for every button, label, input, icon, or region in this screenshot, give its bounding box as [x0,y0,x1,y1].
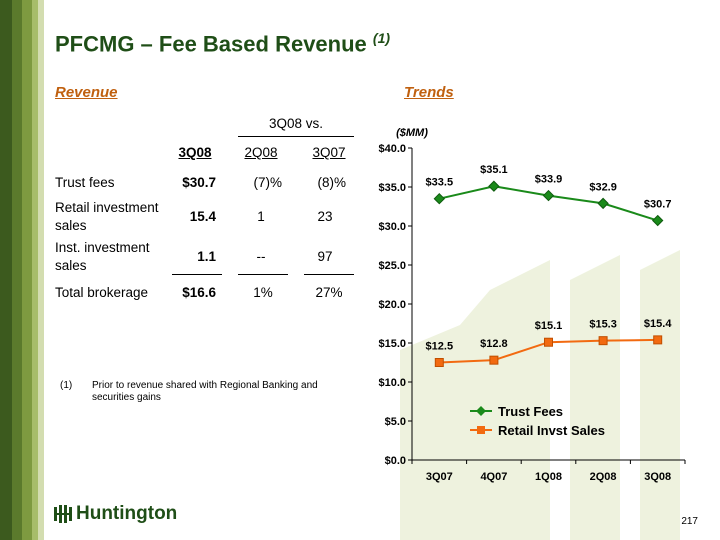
col-header-3q07: 3Q07 [312,145,346,160]
cell-inst-3q08: 1.1 [197,249,216,264]
title-text: PFCMG – Fee Based Revenue [55,31,367,57]
page-number: 217 [681,516,698,527]
total-rule-3q08 [172,274,222,275]
data-label: $12.5 [426,341,454,353]
revenue-heading: Revenue [55,84,118,101]
cell-total-vs-3q07: 27% [315,285,343,300]
trends-heading: Trends [404,84,454,101]
row-label-total-brokerage: Total brokerage [55,285,149,300]
trust-fees-point [542,189,555,202]
retail-invst-point [434,358,444,367]
legend-label: Retail Invst Sales [498,423,605,438]
data-label: $35.1 [480,164,508,176]
data-label: $30.7 [644,199,672,211]
y-tick-label: $0.0 [385,455,406,467]
data-label: $15.3 [589,319,617,331]
retail-invst-point [489,355,499,365]
x-tick-label: 4Q07 [480,471,507,483]
cell-retail-3q08: 15.4 [189,209,216,224]
group-header-rule [238,136,354,137]
y-tick-label: $30.0 [378,221,406,233]
row-label-inst-1: Inst. investment [55,240,150,255]
data-label: $15.1 [535,320,563,332]
chart-unit-label: ($MM) [396,127,428,139]
row-label-retail-1: Retail investment [55,200,159,215]
data-label: $33.5 [426,177,454,189]
trust-fees-point [651,214,664,227]
page-title: PFCMG – Fee Based Revenue (1) [55,30,390,57]
y-tick-label: $20.0 [378,299,406,311]
row-label-trust-fees: Trust fees [55,175,115,190]
x-tick-label: 3Q07 [426,471,453,483]
title-footnote-marker: (1) [372,30,391,46]
table-group-header: 3Q08 vs. [268,116,324,131]
retail-invst-point [653,335,663,345]
cell-total-3q08: $16.6 [182,285,216,300]
cell-inst-vs-2q08: -- [256,249,266,264]
trust-fees-point [488,180,500,192]
cell-retail-vs-2q08: 1 [257,209,265,224]
data-label: $15.4 [644,318,672,330]
x-tick-label: 3Q08 [644,471,671,483]
background-watermark [400,250,680,540]
cell-trust-3q08: $30.7 [182,175,216,190]
footnote-line-2: securities gains [92,392,161,403]
logo-text: Huntington [76,503,178,524]
y-tick-label: $40.0 [378,143,406,155]
y-tick-label: $25.0 [378,260,406,272]
huntington-logo-icon [54,505,72,523]
x-tick-label: 2Q08 [590,471,617,483]
y-tick-label: $5.0 [385,416,406,428]
y-tick-label: $35.0 [378,182,406,194]
data-label: $33.9 [535,174,563,186]
cell-total-vs-2q08: 1% [253,285,273,300]
huntington-logo: Huntington [54,503,177,525]
col-header-2q08: 2Q08 [244,145,278,160]
footnote-marker: (1) [60,380,73,391]
trust-fees-point [433,192,446,205]
cell-trust-vs-3q07: (8)% [317,175,346,190]
sidebar-stripes [0,0,44,540]
cell-inst-vs-3q07: 97 [317,249,333,264]
legend-square-icon [477,426,485,434]
data-label: $32.9 [589,181,617,193]
y-tick-label: $15.0 [378,338,406,350]
col-header-3q08: 3Q08 [178,145,212,160]
retail-invst-point [544,337,553,347]
legend-label: Trust Fees [498,404,563,419]
cell-retail-vs-3q07: 23 [317,209,333,224]
data-label: $12.8 [480,338,508,350]
legend-diamond-icon [476,406,486,416]
total-rule-2q08 [238,274,288,275]
total-rule-3q07 [304,274,354,275]
cell-trust-vs-2q08: (7)% [253,175,282,190]
footnote-line-1: Prior to revenue shared with Regional Ba… [92,380,318,391]
trust-fees-point [597,197,609,210]
row-label-inst-2: sales [55,258,87,273]
y-tick-label: $10.0 [378,377,406,389]
row-label-retail-2: sales [55,218,87,233]
retail-invst-point [598,336,608,346]
x-tick-label: 1Q08 [535,471,562,483]
